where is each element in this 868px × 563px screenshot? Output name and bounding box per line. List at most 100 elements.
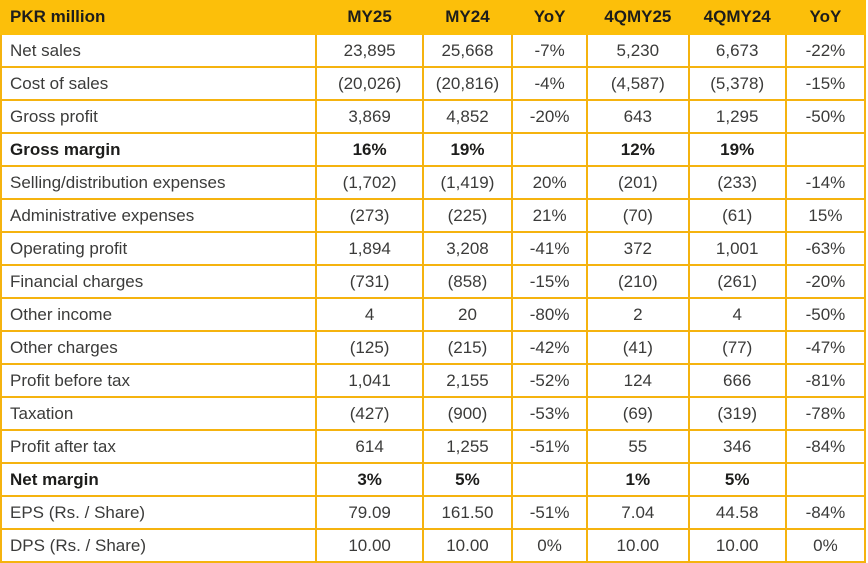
cell-my24: 2,155 — [421, 363, 514, 398]
cell-yoy: -53% — [511, 396, 589, 431]
row-label: Other income — [0, 297, 318, 332]
cell-4qmy24: 1,001 — [687, 231, 787, 266]
cell-my25: 10.00 — [315, 528, 424, 563]
cell-yoy-q: -50% — [784, 99, 867, 134]
cell-yoy-q: -22% — [784, 33, 867, 68]
cell-my24: (20,816) — [421, 66, 514, 101]
cell-4qmy24: 1,295 — [687, 99, 787, 134]
table-row-net-sales: Net sales 23,895 25,668 -7% 5,230 6,673 … — [0, 33, 867, 68]
cell-my25: 614 — [315, 429, 424, 464]
table-row-eps: EPS (Rs. / Share) 79.09 161.50 -51% 7.04… — [0, 495, 867, 530]
table-row-net-margin: Net margin 3% 5% 1% 5% — [0, 462, 867, 497]
table-row-profit-after-tax: Profit after tax 614 1,255 -51% 55 346 -… — [0, 429, 867, 464]
cell-yoy-q: -15% — [784, 66, 867, 101]
cell-yoy — [511, 462, 589, 497]
cell-my25: 16% — [315, 132, 424, 167]
column-header-4qmy24: 4QMY24 — [687, 0, 787, 35]
cell-4qmy24: 5% — [687, 462, 787, 497]
cell-my25: (731) — [315, 264, 424, 299]
cell-yoy: -20% — [511, 99, 589, 134]
cell-4qmy25: 124 — [586, 363, 690, 398]
cell-yoy-q: -78% — [784, 396, 867, 431]
column-header-my24: MY24 — [421, 0, 514, 35]
cell-my24: (900) — [421, 396, 514, 431]
cell-4qmy25: 55 — [586, 429, 690, 464]
cell-4qmy24: (261) — [687, 264, 787, 299]
cell-my25: 23,895 — [315, 33, 424, 68]
table-row-profit-before-tax: Profit before tax 1,041 2,155 -52% 124 6… — [0, 363, 867, 398]
cell-4qmy24: (61) — [687, 198, 787, 233]
cell-yoy-q: -20% — [784, 264, 867, 299]
cell-4qmy24: (77) — [687, 330, 787, 365]
cell-yoy: -51% — [511, 429, 589, 464]
column-header-my25: MY25 — [315, 0, 424, 35]
row-label: Net margin — [0, 462, 318, 497]
cell-yoy: 0% — [511, 528, 589, 563]
cell-4qmy25: 7.04 — [586, 495, 690, 530]
cell-yoy-q: -14% — [784, 165, 867, 200]
cell-my25: (273) — [315, 198, 424, 233]
cell-yoy: 20% — [511, 165, 589, 200]
cell-4qmy25: 372 — [586, 231, 690, 266]
row-label: Gross profit — [0, 99, 318, 134]
row-label: DPS (Rs. / Share) — [0, 528, 318, 563]
cell-my24: (225) — [421, 198, 514, 233]
table-row-dps: DPS (Rs. / Share) 10.00 10.00 0% 10.00 1… — [0, 528, 867, 563]
row-label: Selling/distribution expenses — [0, 165, 318, 200]
cell-4qmy25: (70) — [586, 198, 690, 233]
table-row-other-charges: Other charges (125) (215) -42% (41) (77)… — [0, 330, 867, 365]
header-row: PKR million MY25 MY24 YoY 4QMY25 4QMY24 … — [0, 0, 867, 35]
table-row-financial-charges: Financial charges (731) (858) -15% (210)… — [0, 264, 867, 299]
column-header-pkr-million: PKR million — [0, 0, 318, 35]
cell-my24: (215) — [421, 330, 514, 365]
cell-my24: 10.00 — [421, 528, 514, 563]
cell-4qmy25: 1% — [586, 462, 690, 497]
cell-yoy-q: -84% — [784, 495, 867, 530]
cell-4qmy25: 2 — [586, 297, 690, 332]
cell-my24: 161.50 — [421, 495, 514, 530]
table-row-taxation: Taxation (427) (900) -53% (69) (319) -78… — [0, 396, 867, 431]
cell-yoy-q: -63% — [784, 231, 867, 266]
cell-my24: (1,419) — [421, 165, 514, 200]
table-row-gross-margin: Gross margin 16% 19% 12% 19% — [0, 132, 867, 167]
table-row-other-income: Other income 4 20 -80% 2 4 -50% — [0, 297, 867, 332]
cell-4qmy24: (319) — [687, 396, 787, 431]
cell-yoy-q: 15% — [784, 198, 867, 233]
cell-4qmy24: 666 — [687, 363, 787, 398]
cell-4qmy24: 44.58 — [687, 495, 787, 530]
table-row-administrative-expenses: Administrative expenses (273) (225) 21% … — [0, 198, 867, 233]
cell-yoy: -7% — [511, 33, 589, 68]
row-label: Gross margin — [0, 132, 318, 167]
cell-4qmy25: (210) — [586, 264, 690, 299]
cell-my24: 25,668 — [421, 33, 514, 68]
table-row-cost-of-sales: Cost of sales (20,026) (20,816) -4% (4,5… — [0, 66, 867, 101]
cell-yoy — [511, 132, 589, 167]
cell-4qmy24: 4 — [687, 297, 787, 332]
cell-my25: 1,041 — [315, 363, 424, 398]
cell-yoy-q — [784, 132, 867, 167]
cell-4qmy25: 10.00 — [586, 528, 690, 563]
column-header-yoy-quarter: YoY — [784, 0, 867, 35]
cell-4qmy25: 643 — [586, 99, 690, 134]
row-label: Taxation — [0, 396, 318, 431]
cell-yoy: -4% — [511, 66, 589, 101]
cell-yoy: 21% — [511, 198, 589, 233]
cell-my24: 4,852 — [421, 99, 514, 134]
cell-4qmy24: 6,673 — [687, 33, 787, 68]
cell-4qmy25: (41) — [586, 330, 690, 365]
cell-my25: 3% — [315, 462, 424, 497]
cell-yoy-q: -81% — [784, 363, 867, 398]
cell-my25: (1,702) — [315, 165, 424, 200]
cell-yoy: -42% — [511, 330, 589, 365]
cell-my25: 3,869 — [315, 99, 424, 134]
cell-yoy-q: -84% — [784, 429, 867, 464]
column-header-yoy-full-year: YoY — [511, 0, 589, 35]
cell-my25: (20,026) — [315, 66, 424, 101]
cell-my24: 1,255 — [421, 429, 514, 464]
table-row-selling-distribution-expenses: Selling/distribution expenses (1,702) (1… — [0, 165, 867, 200]
cell-4qmy25: (4,587) — [586, 66, 690, 101]
cell-4qmy24: 19% — [687, 132, 787, 167]
cell-my24: (858) — [421, 264, 514, 299]
